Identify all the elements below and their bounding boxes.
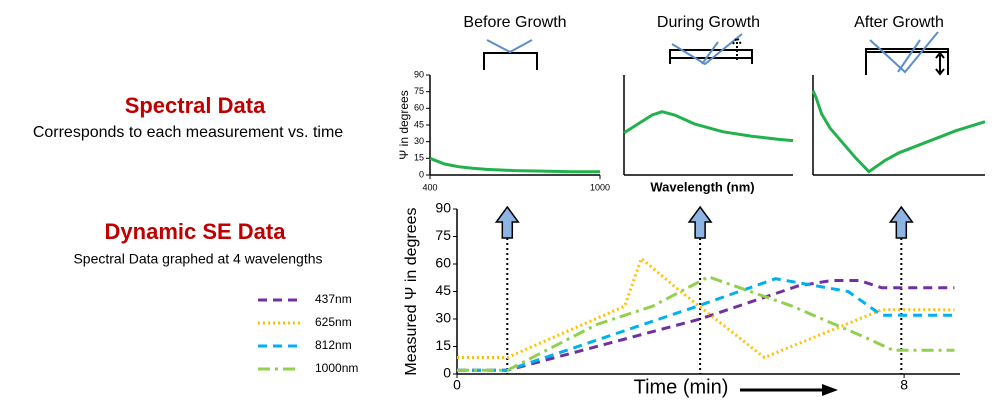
y-tick-label: 75 xyxy=(435,227,451,243)
y-axis-label: Measured Ψ in degrees xyxy=(403,207,420,375)
measurement-arrow xyxy=(494,205,520,239)
y-tick-label: 0 xyxy=(443,365,451,381)
series-line xyxy=(457,255,955,360)
measurement-arrow xyxy=(888,205,914,239)
chart-title: Before Growth xyxy=(463,14,566,31)
sample-icon xyxy=(865,48,949,75)
beam-icon xyxy=(869,31,939,74)
section-title: Dynamic SE Data xyxy=(105,219,287,244)
x-axis-label: Time (min) xyxy=(634,376,729,398)
legend-label: 812nm xyxy=(315,338,352,352)
y-tick-label: 0 xyxy=(419,169,424,179)
x-tick-label: 1000 xyxy=(590,182,610,192)
icons xyxy=(483,31,949,392)
thickness-icon xyxy=(935,51,945,76)
y-tick-label: 30 xyxy=(435,310,451,326)
y-tick-label: 15 xyxy=(414,153,424,163)
chart-title: During Growth xyxy=(657,14,760,31)
section-title: Spectral Data xyxy=(125,93,266,118)
y-tick-label: 75 xyxy=(414,86,424,96)
y-tick-label: 90 xyxy=(414,69,424,79)
legend-label: 437nm xyxy=(315,292,352,306)
spectrum-line xyxy=(811,89,986,174)
section-subtitle: Spectral Data graphed at 4 wavelengths xyxy=(73,251,322,267)
chart-title: After Growth xyxy=(854,14,944,31)
spectrum-line xyxy=(623,110,794,143)
series-line xyxy=(457,275,955,372)
series-line xyxy=(457,279,955,372)
sample-icon xyxy=(483,52,538,70)
legend-label: 1000nm xyxy=(315,361,358,375)
y-axis-label: Ψ in degrees xyxy=(397,90,411,159)
measurement-arrow xyxy=(687,205,713,239)
x-tick-label: 400 xyxy=(422,182,437,192)
x-tick-label: 0 xyxy=(453,377,461,393)
x-tick-label: 8 xyxy=(900,377,908,393)
y-tick-label: 30 xyxy=(414,136,424,146)
legend-label: 625nm xyxy=(315,315,352,329)
time-arrow-head xyxy=(822,384,838,396)
y-tick-label: 60 xyxy=(414,103,424,113)
y-tick-label: 15 xyxy=(435,337,451,353)
y-tick-label: 45 xyxy=(435,282,451,298)
y-tick-label: 60 xyxy=(435,255,451,271)
y-tick-label: 90 xyxy=(435,200,451,216)
beam-icon xyxy=(671,33,743,66)
section-subtitle: Corresponds to each measurement vs. time xyxy=(33,124,343,141)
spectrum-line xyxy=(429,156,600,174)
beam-icon xyxy=(486,39,533,54)
growth-icon xyxy=(732,36,742,60)
x-axis-label: Wavelength (nm) xyxy=(650,179,754,194)
y-tick-label: 45 xyxy=(414,119,424,129)
